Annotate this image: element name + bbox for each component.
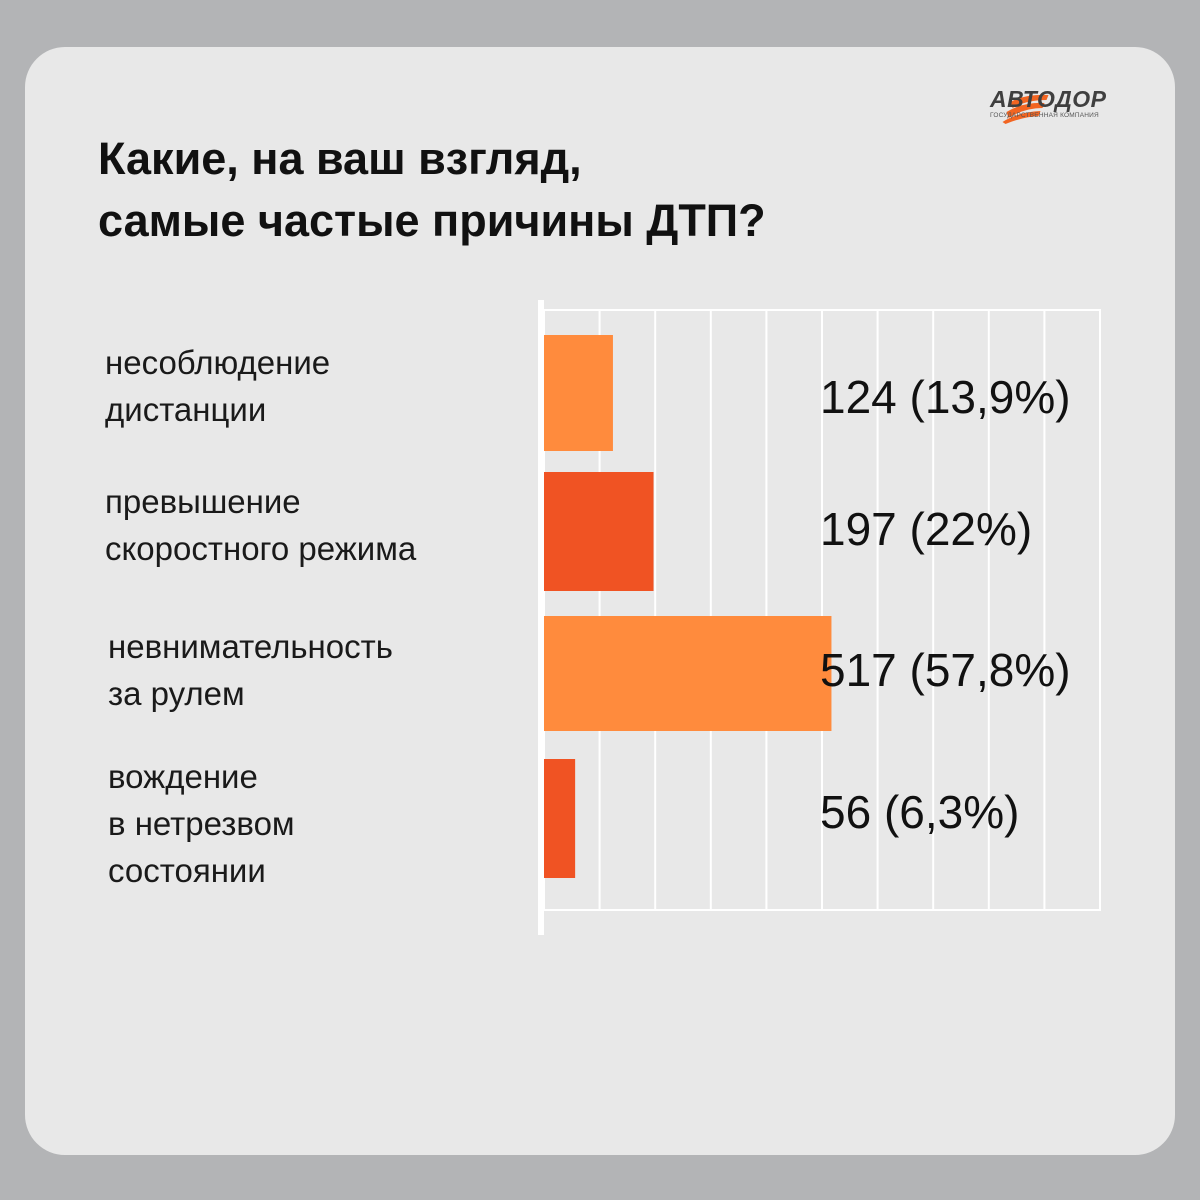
bar-4 — [544, 759, 576, 878]
brand-name: АВТОДОР — [990, 86, 1107, 112]
value-label-speeding: 197 (22%) — [820, 503, 1033, 555]
bar-1 — [544, 335, 613, 451]
category-label-inattention: невнимательность за рулем — [108, 628, 393, 712]
bar-2 — [544, 472, 654, 591]
category-label-speeding: превышение скоростного режима — [105, 483, 417, 567]
title-line-2: самые частые причины ДТП? — [98, 195, 766, 246]
value-label-inattention: 517 (57,8%) — [820, 644, 1071, 696]
brand-subtitle: ГОСУДАРСТВЕННАЯ КОМПАНИЯ — [990, 112, 1099, 119]
avtodor-road-logo-icon — [1002, 94, 1049, 124]
bar-3 — [544, 616, 832, 731]
category-label-drunk-driving: вождение в нетрезвом состоянии — [108, 758, 295, 889]
value-label-drunk-driving: 56 (6,3%) — [820, 786, 1020, 838]
category-label-distance: несоблюдение дистанции — [105, 344, 331, 428]
title-line-1: Какие, на ваш взгляд, — [98, 133, 582, 184]
page-title: Какие, на ваш взгляд, самые частые причи… — [98, 128, 998, 252]
value-label-distance: 124 (13,9%) — [820, 371, 1071, 423]
